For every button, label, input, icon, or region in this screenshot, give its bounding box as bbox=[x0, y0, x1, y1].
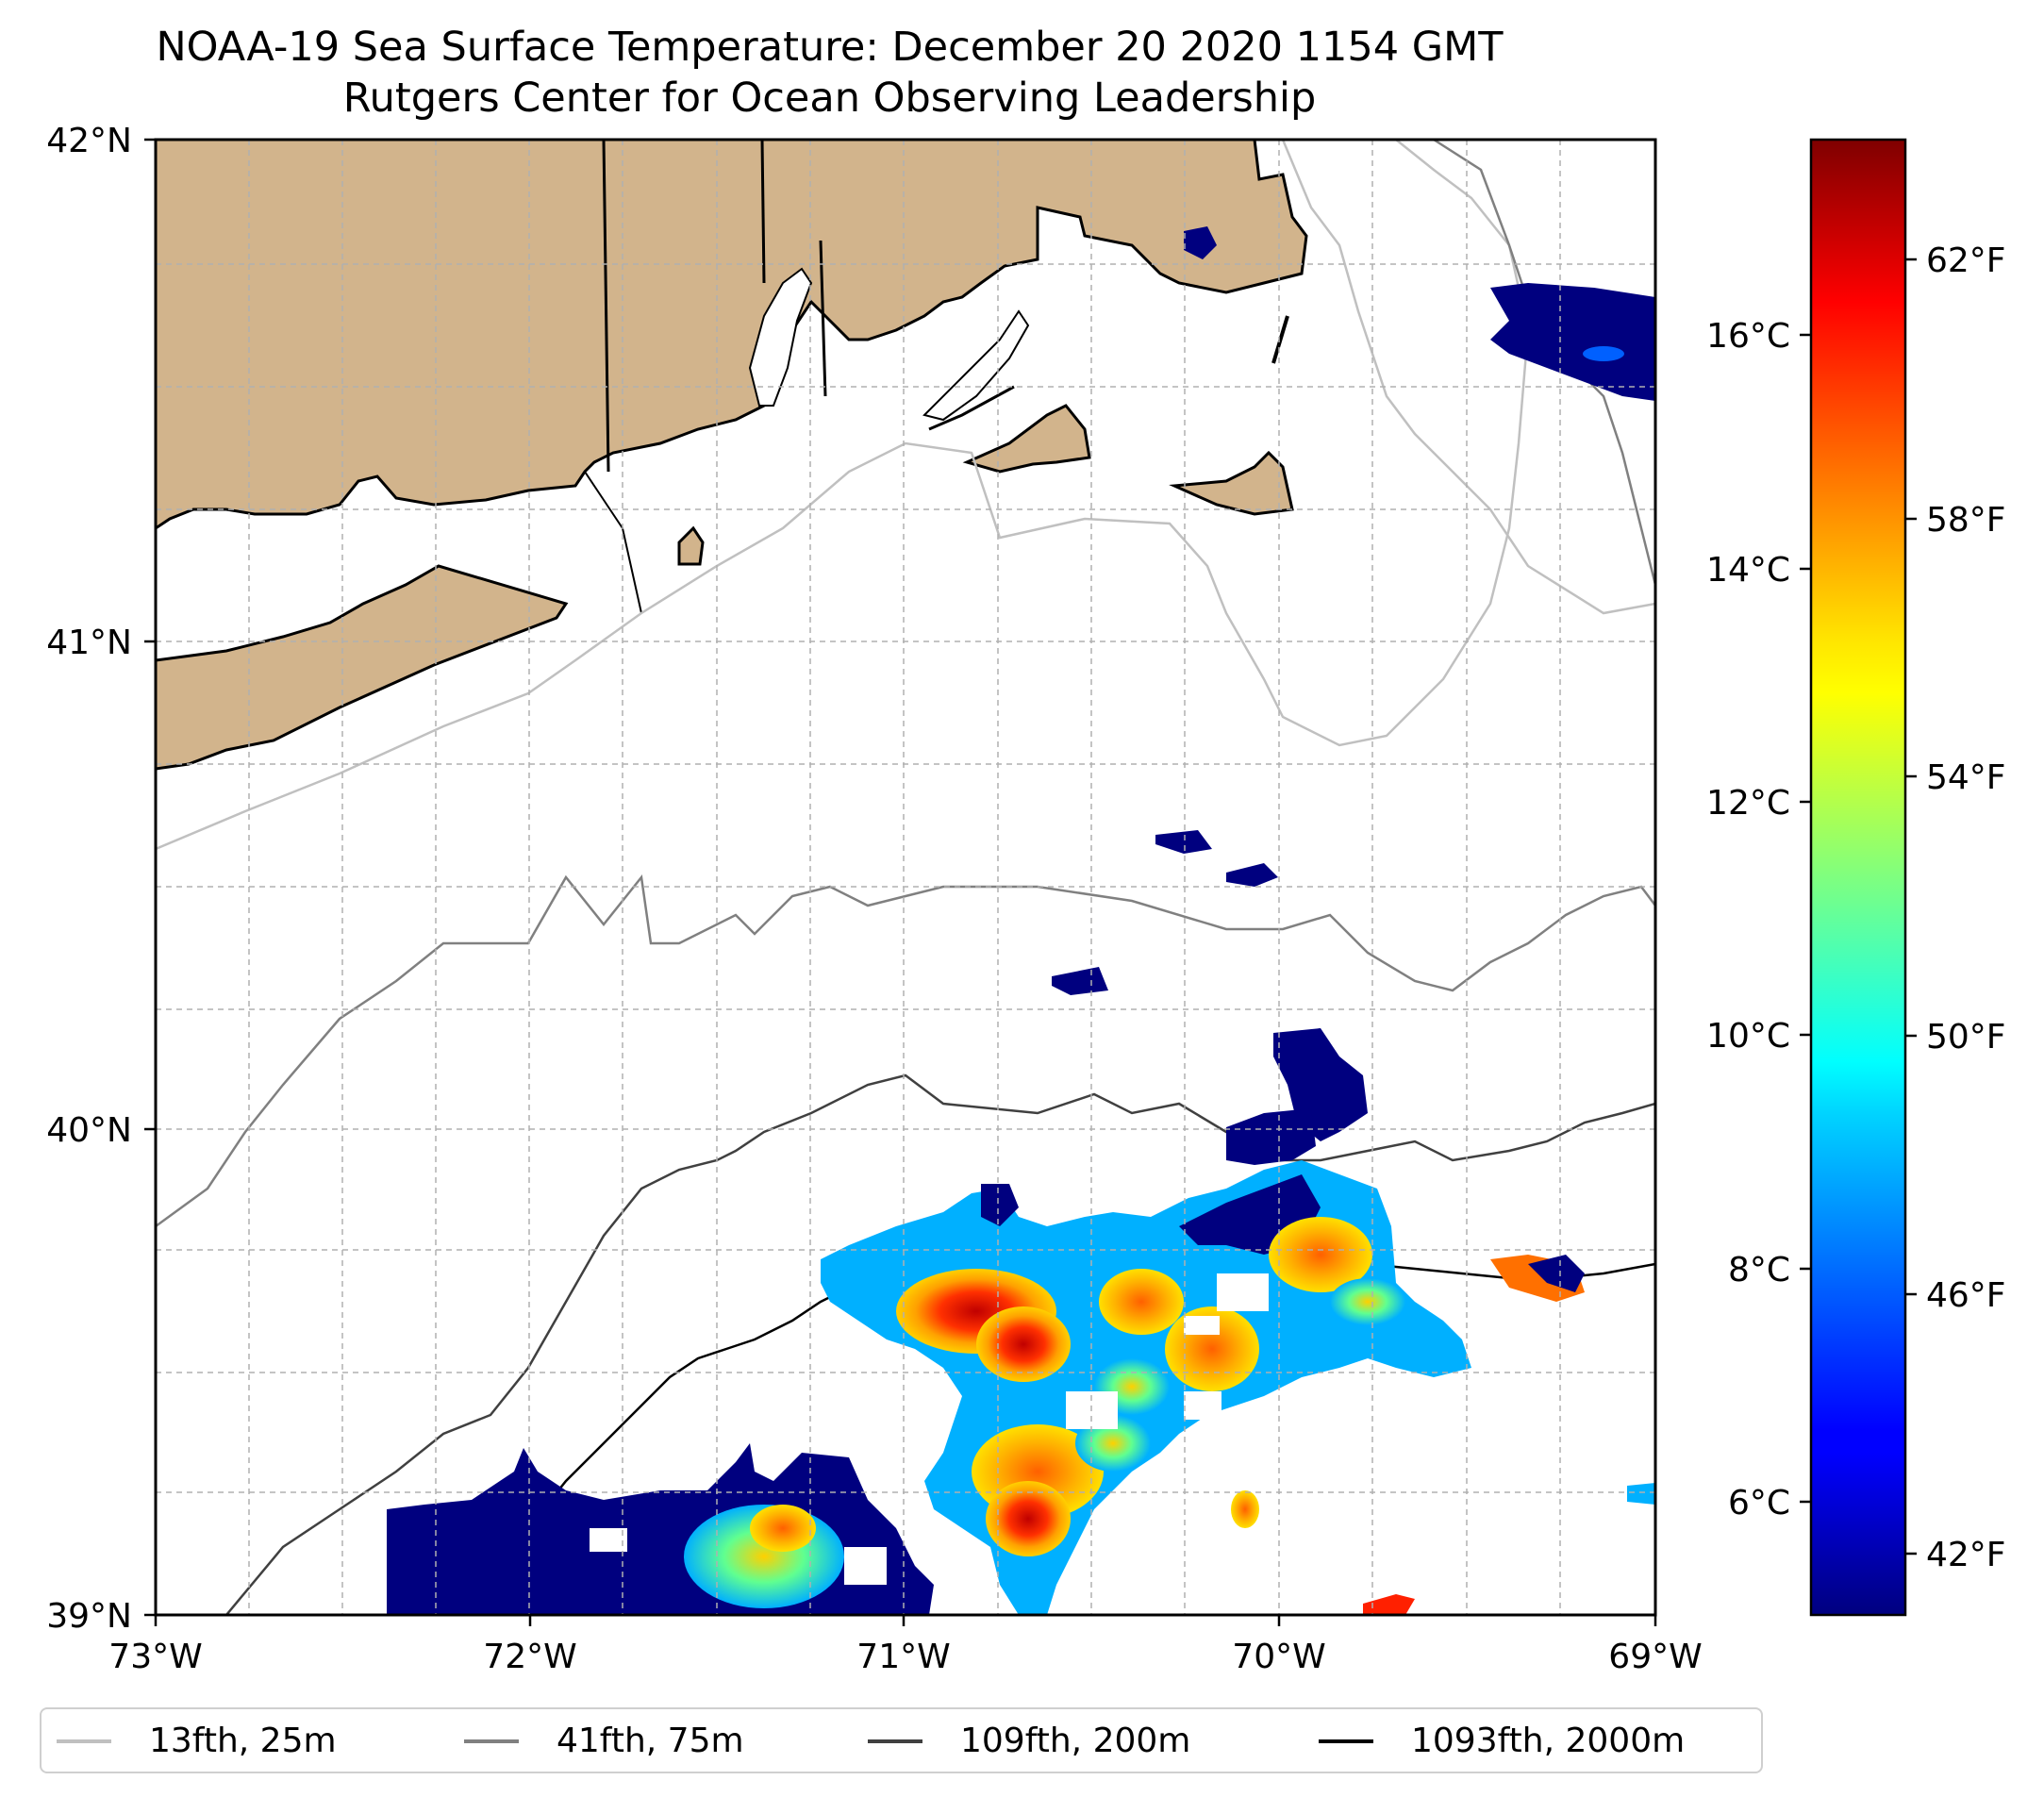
contour-legend: 13fth, 25m 41fth, 75m 109fth, 200m 1093f… bbox=[40, 1707, 1763, 1773]
contour-25m bbox=[156, 140, 1530, 851]
land-monomoy bbox=[1271, 315, 1289, 364]
map-area bbox=[156, 140, 1655, 1615]
lon-label: 73°W bbox=[108, 1638, 202, 1676]
land-nantucket bbox=[1169, 450, 1294, 516]
state-boundary-ny-ct bbox=[602, 140, 610, 473]
map-gridlines bbox=[156, 140, 1655, 1615]
land-long-island bbox=[156, 564, 569, 771]
contour-200m bbox=[225, 1073, 1655, 1615]
land-block-island bbox=[677, 525, 705, 566]
legend-line-swatch bbox=[868, 1739, 922, 1743]
fahrenheit-tick-label: 54°F bbox=[1926, 758, 2006, 797]
celsius-tick-label: 12°C bbox=[1706, 784, 1790, 823]
lon-label: 70°W bbox=[1232, 1638, 1325, 1676]
contour-25m-shelf bbox=[1281, 140, 1655, 615]
celsius-tick-label: 8°C bbox=[1728, 1251, 1790, 1290]
legend-line-swatch bbox=[1319, 1739, 1373, 1743]
map-tick-marks bbox=[144, 138, 1657, 1626]
lat-label: 39°N bbox=[46, 1597, 132, 1636]
fahrenheit-tick-label: 42°F bbox=[1926, 1536, 2006, 1574]
legend-label: 41fth, 75m bbox=[557, 1722, 744, 1760]
lon-label: 72°W bbox=[483, 1638, 576, 1676]
legend-line-swatch bbox=[57, 1739, 111, 1743]
lon-label: 69°W bbox=[1608, 1638, 1702, 1676]
map-title: NOAA-19 Sea Surface Temperature: Decembe… bbox=[156, 24, 1504, 71]
fahrenheit-tick-label: 46°F bbox=[1926, 1276, 2006, 1315]
celsius-tick-label: 14°C bbox=[1706, 551, 1790, 590]
fahrenheit-tick-label: 58°F bbox=[1926, 501, 2006, 540]
map-frame bbox=[154, 138, 1657, 1617]
celsius-tick-label: 6°C bbox=[1728, 1484, 1790, 1522]
water-narragansett-bay bbox=[748, 267, 813, 407]
celsius-tick-label: 10°C bbox=[1706, 1017, 1790, 1056]
lon-label: 71°W bbox=[856, 1638, 950, 1676]
colorbar: 16°C 14°C 12°C 10°C 8°C 6°C 62°F 58°F 54… bbox=[1706, 138, 2006, 1617]
sst-data-layer bbox=[387, 226, 1655, 1615]
lat-label: 40°N bbox=[46, 1111, 132, 1150]
legend-label: 1093fth, 2000m bbox=[1411, 1722, 1686, 1760]
lat-label: 41°N bbox=[46, 624, 132, 662]
celsius-tick-label: 16°C bbox=[1706, 317, 1790, 356]
land-connecticut-massachusetts bbox=[156, 140, 1308, 530]
state-boundary-ct-ri bbox=[760, 140, 766, 284]
lat-label: 42°N bbox=[46, 122, 132, 160]
legend-label: 13fth, 25m bbox=[149, 1722, 337, 1760]
fahrenheit-tick-label: 50°F bbox=[1926, 1018, 2006, 1057]
map-subtitle: Rutgers Center for Ocean Observing Leade… bbox=[342, 75, 1317, 122]
legend-line-swatch bbox=[464, 1739, 519, 1743]
water-buzzards-bay bbox=[922, 309, 1030, 422]
state-boundary-ri-ma bbox=[819, 240, 827, 397]
fahrenheit-tick-label: 62°F bbox=[1926, 241, 2006, 280]
land-elizabeth-islands bbox=[928, 385, 1015, 431]
contour-75m bbox=[156, 874, 1655, 1228]
legend-label: 109fth, 200m bbox=[960, 1722, 1191, 1760]
